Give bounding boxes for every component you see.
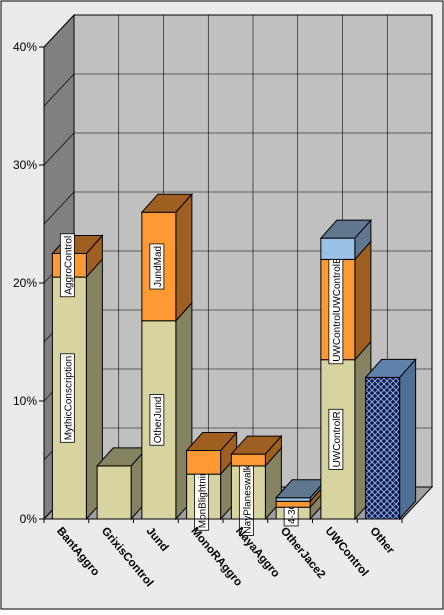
bar-top-NayaAggro [230, 435, 283, 455]
bars: MythicConscription AggroControl OtherJund J… [51, 192, 417, 536]
bar-side-UWControl [354, 240, 372, 362]
segment-label: UWControlR [332, 411, 343, 467]
bar-GrixisControl [96, 446, 149, 521]
segment-label-box [59, 233, 75, 298]
bar-segment-GrixisControl [96, 465, 132, 520]
y-tick-label: 0% [20, 512, 38, 526]
segment-label-box [149, 394, 165, 446]
segment-label: 4-3C [287, 502, 298, 524]
bar-top-Other [364, 358, 417, 378]
gridline-side [43, 132, 75, 166]
bar-side-Jund [175, 192, 193, 323]
segment-label-box [328, 408, 344, 470]
y-axis: 0% 10% 20% 30% 40% [13, 40, 45, 526]
bar-BantAggro: MythicConscription AggroControl [51, 233, 104, 521]
bar-segment-UWControl [320, 237, 356, 260]
bar-top-MonoRAggro [185, 432, 238, 452]
bar-segment-OtherJace2 [275, 497, 311, 502]
bar-segment-OtherJace2 [275, 500, 311, 508]
segment-label: OtherJund [153, 397, 164, 444]
gridline-side [43, 73, 75, 107]
bar-side-Other [399, 358, 417, 521]
segment-label: AggroControl [63, 236, 74, 295]
bar-MonoRAggro: MonBlightning [185, 431, 238, 531]
segment-label: JundMad [153, 246, 164, 287]
segment-label: MonBlightning [198, 465, 209, 528]
bar-Jund: OtherJund JundMad [140, 192, 193, 521]
bar-top-UWControl [319, 219, 372, 239]
bar-segment-MonoRAggro [186, 450, 222, 475]
y-tick-label: 30% [13, 158, 37, 172]
bar-segment-Other [365, 376, 401, 520]
y-tick-label: 20% [13, 276, 37, 290]
y-tick-label: 40% [13, 40, 37, 54]
segment-label: MythicConscription [63, 356, 74, 440]
segment-label: NayPlaneswalkers [242, 451, 253, 533]
segment-label: UWControlUWControlB [332, 257, 343, 362]
segment-label-box [149, 243, 165, 290]
bar-top-Jund [140, 193, 193, 213]
bar-UWControl: UWControlR UWControlUWControlB [319, 218, 372, 521]
gridline-side [43, 191, 75, 225]
bar-segment-NayaAggro [230, 453, 266, 467]
y-tick-label: 10% [13, 394, 37, 408]
gridline-side [43, 14, 75, 48]
bar-Other [364, 358, 417, 521]
segment-label-box [59, 353, 75, 443]
